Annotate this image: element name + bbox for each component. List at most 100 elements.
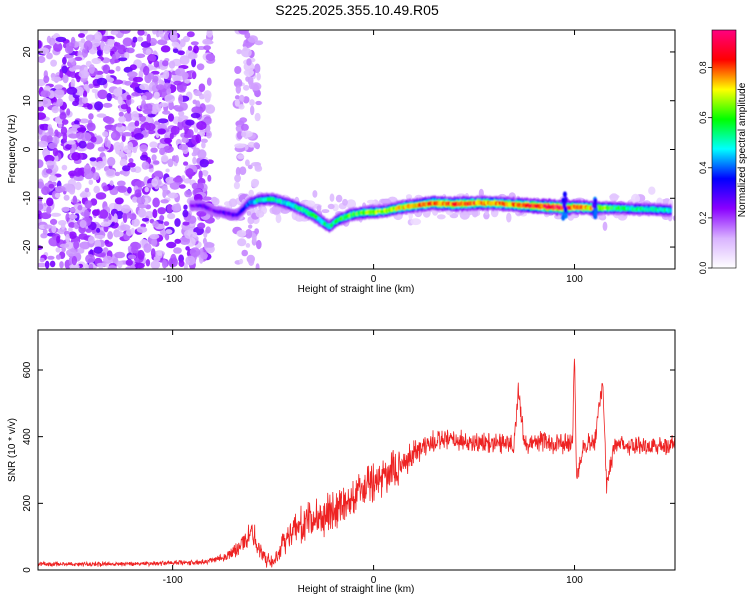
noise-blob	[38, 140, 49, 148]
noise-blob	[185, 255, 196, 266]
noise-blob	[61, 164, 68, 171]
noise-blob	[42, 228, 48, 235]
noise-blob	[150, 248, 156, 258]
noise-blob	[105, 241, 113, 248]
y-tick-label: 0	[22, 567, 33, 573]
noise-blob	[66, 86, 78, 95]
noise-blob	[108, 69, 115, 74]
noise-blob	[152, 197, 160, 208]
noise-blob	[68, 57, 74, 63]
noise-blob	[254, 63, 261, 74]
noise-blob	[174, 218, 181, 227]
noise-blob	[142, 108, 154, 115]
noise-blob	[152, 208, 158, 219]
noise-blob	[205, 53, 216, 62]
noise-blob	[65, 42, 75, 49]
noise-blob	[76, 132, 84, 140]
noise-blob	[246, 210, 252, 216]
noise-blob	[118, 111, 124, 117]
y-tick-label: 20	[22, 46, 33, 58]
noise-blob	[39, 123, 51, 131]
noise-blob	[169, 30, 178, 41]
noise-blob	[167, 213, 176, 220]
noise-blob	[89, 157, 97, 162]
noise-blob	[128, 158, 134, 164]
noise-blob	[97, 146, 106, 152]
colorbar-tick-label: 0.2	[698, 212, 708, 225]
noise-blob	[122, 132, 132, 137]
noise-blob	[38, 40, 42, 49]
noise-blob	[648, 186, 656, 195]
noise-blob	[202, 38, 213, 45]
noise-blob	[39, 257, 45, 263]
snr-frame	[37, 329, 676, 571]
noise-blob	[160, 154, 169, 163]
y-tick-label: -10	[22, 191, 33, 206]
noise-blob	[147, 54, 157, 62]
noise-blob	[174, 238, 181, 244]
noise-blob	[66, 108, 71, 116]
noise-blob	[236, 230, 247, 238]
noise-blob	[139, 83, 150, 91]
noise-blob	[118, 57, 128, 62]
noise-blob	[100, 221, 111, 227]
noise-blob	[102, 36, 108, 42]
noise-blob	[87, 103, 93, 110]
noise-blob	[256, 72, 261, 81]
noise-blob	[49, 175, 58, 182]
noise-blob	[72, 65, 83, 70]
noise-blob	[38, 262, 47, 268]
noise-blob	[62, 133, 68, 143]
noise-blob	[81, 96, 88, 104]
noise-blob	[240, 123, 249, 131]
noise-blob	[506, 212, 512, 223]
noise-blob	[127, 71, 138, 78]
noise-blob	[159, 147, 166, 156]
noise-blob	[203, 45, 212, 51]
heatmap-noise-blobs	[38, 30, 675, 269]
noise-blob	[139, 144, 148, 153]
trace-glitch	[591, 202, 596, 209]
noise-blob	[55, 185, 66, 193]
noise-blob	[121, 204, 131, 214]
noise-blob	[173, 176, 183, 183]
noise-blob	[84, 209, 90, 218]
noise-blob	[134, 120, 140, 127]
noise-blob	[158, 30, 164, 38]
noise-blob	[173, 247, 182, 254]
noise-blob	[117, 44, 126, 55]
noise-blob	[182, 209, 189, 218]
noise-blob	[163, 69, 170, 80]
noise-blob	[88, 64, 95, 74]
noise-blob	[38, 245, 43, 251]
trace-glitch	[563, 206, 568, 213]
noise-blob	[124, 80, 132, 86]
noise-blob	[75, 181, 82, 191]
snr-series-line	[38, 358, 675, 568]
noise-blob	[255, 239, 262, 250]
noise-blob	[169, 132, 174, 140]
noise-blob	[137, 30, 145, 36]
noise-blob	[73, 167, 82, 177]
noise-blob	[164, 137, 173, 144]
noise-blob	[129, 64, 137, 71]
noise-blob	[169, 181, 181, 190]
noise-blob	[95, 192, 107, 200]
noise-blob	[78, 140, 87, 149]
noise-blob	[68, 222, 76, 228]
snr-x-ticks: -100 0 100	[163, 330, 583, 586]
noise-blob	[163, 145, 174, 153]
noise-blob	[198, 170, 203, 180]
noise-blob	[110, 58, 115, 65]
noise-blob	[102, 185, 109, 192]
noise-blob	[163, 82, 171, 90]
noise-blob	[44, 260, 50, 269]
noise-blob	[609, 193, 619, 202]
noise-blob	[239, 166, 247, 175]
noise-blob	[99, 209, 109, 219]
noise-blob	[250, 105, 255, 116]
noise-blob	[96, 262, 107, 267]
noise-blob	[77, 247, 85, 254]
noise-blob	[166, 204, 173, 214]
x-tick-label: 100	[566, 274, 583, 285]
